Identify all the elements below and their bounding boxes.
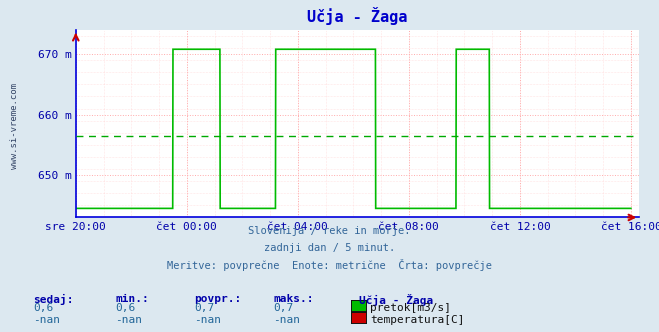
Text: -nan: -nan [33, 315, 60, 325]
Text: pretok[m3/s]: pretok[m3/s] [370, 303, 451, 313]
Text: -nan: -nan [194, 315, 221, 325]
Text: maks.:: maks.: [273, 294, 314, 304]
Text: temperatura[C]: temperatura[C] [370, 315, 465, 325]
Text: 0,6: 0,6 [33, 303, 53, 313]
Text: Meritve: povprečne  Enote: metrične  Črta: povprečje: Meritve: povprečne Enote: metrične Črta:… [167, 259, 492, 271]
Text: povpr.:: povpr.: [194, 294, 242, 304]
Title: Učja - Žaga: Učja - Žaga [307, 7, 408, 25]
Text: min.:: min.: [115, 294, 149, 304]
Text: 0,7: 0,7 [273, 303, 294, 313]
Text: 0,6: 0,6 [115, 303, 136, 313]
Text: -nan: -nan [115, 315, 142, 325]
Text: 0,7: 0,7 [194, 303, 215, 313]
Text: -nan: -nan [273, 315, 301, 325]
Text: zadnji dan / 5 minut.: zadnji dan / 5 minut. [264, 243, 395, 253]
Text: sedaj:: sedaj: [33, 294, 73, 305]
Text: www.si-vreme.com: www.si-vreme.com [10, 83, 19, 169]
Text: Učja - Žaga: Učja - Žaga [359, 294, 434, 306]
Text: Slovenija / reke in morje.: Slovenija / reke in morje. [248, 226, 411, 236]
